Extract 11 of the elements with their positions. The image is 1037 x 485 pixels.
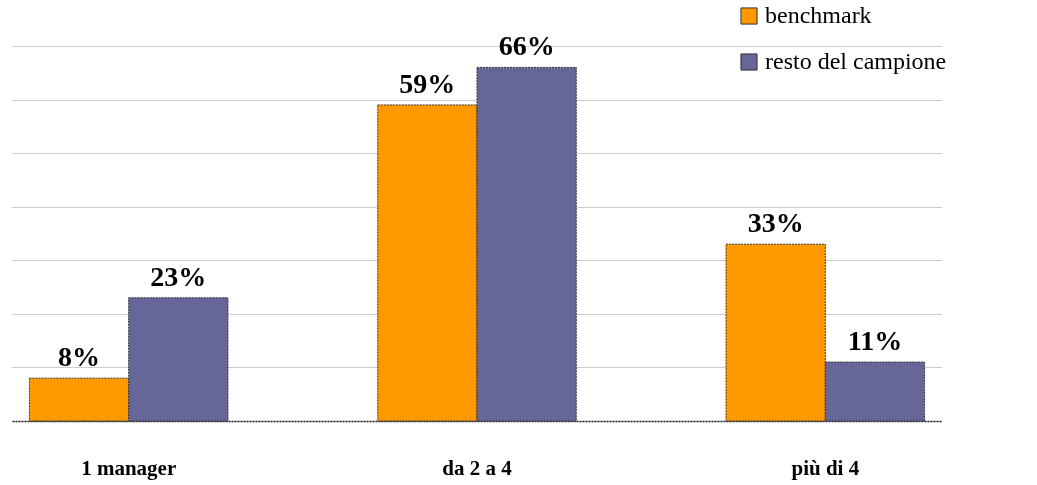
legend-label: resto del campione — [765, 48, 947, 74]
data-label: 8% — [58, 341, 101, 373]
x-tick-label: più di 4 — [791, 455, 860, 480]
data-label: 59% — [399, 67, 456, 99]
data-label: 11% — [847, 325, 903, 357]
data-label: 33% — [747, 207, 804, 239]
legend-label: benchmark — [765, 2, 872, 28]
x-tick-label: 1 manager — [81, 455, 177, 480]
data-label: 23% — [150, 260, 207, 292]
x-tick-label: da 2 a 4 — [442, 455, 513, 480]
data-label: 66% — [498, 30, 555, 62]
